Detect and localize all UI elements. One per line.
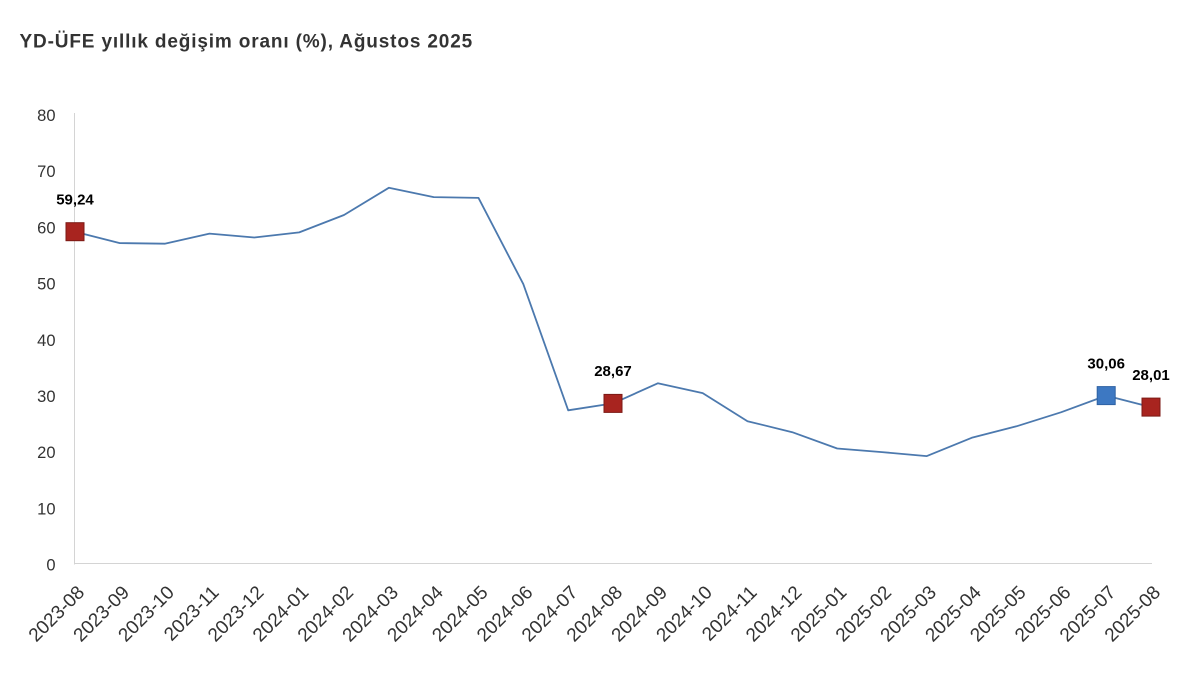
svg-text:0: 0 [46,557,55,575]
svg-text:30: 30 [37,388,55,406]
svg-text:50: 50 [37,276,55,294]
svg-text:70: 70 [37,163,55,181]
svg-text:30,06: 30,06 [1087,355,1125,372]
svg-text:59,24: 59,24 [56,191,94,208]
svg-text:10: 10 [37,500,55,518]
svg-text:20: 20 [37,444,55,462]
svg-text:28,67: 28,67 [594,363,632,380]
svg-text:28,01: 28,01 [1132,367,1170,384]
svg-text:80: 80 [37,107,55,125]
svg-text:60: 60 [37,219,55,237]
svg-text:40: 40 [37,332,55,350]
svg-text:YD-ÜFE yıllık değişim oranı (%: YD-ÜFE yıllık değişim oranı (%), Ağustos… [20,32,474,53]
